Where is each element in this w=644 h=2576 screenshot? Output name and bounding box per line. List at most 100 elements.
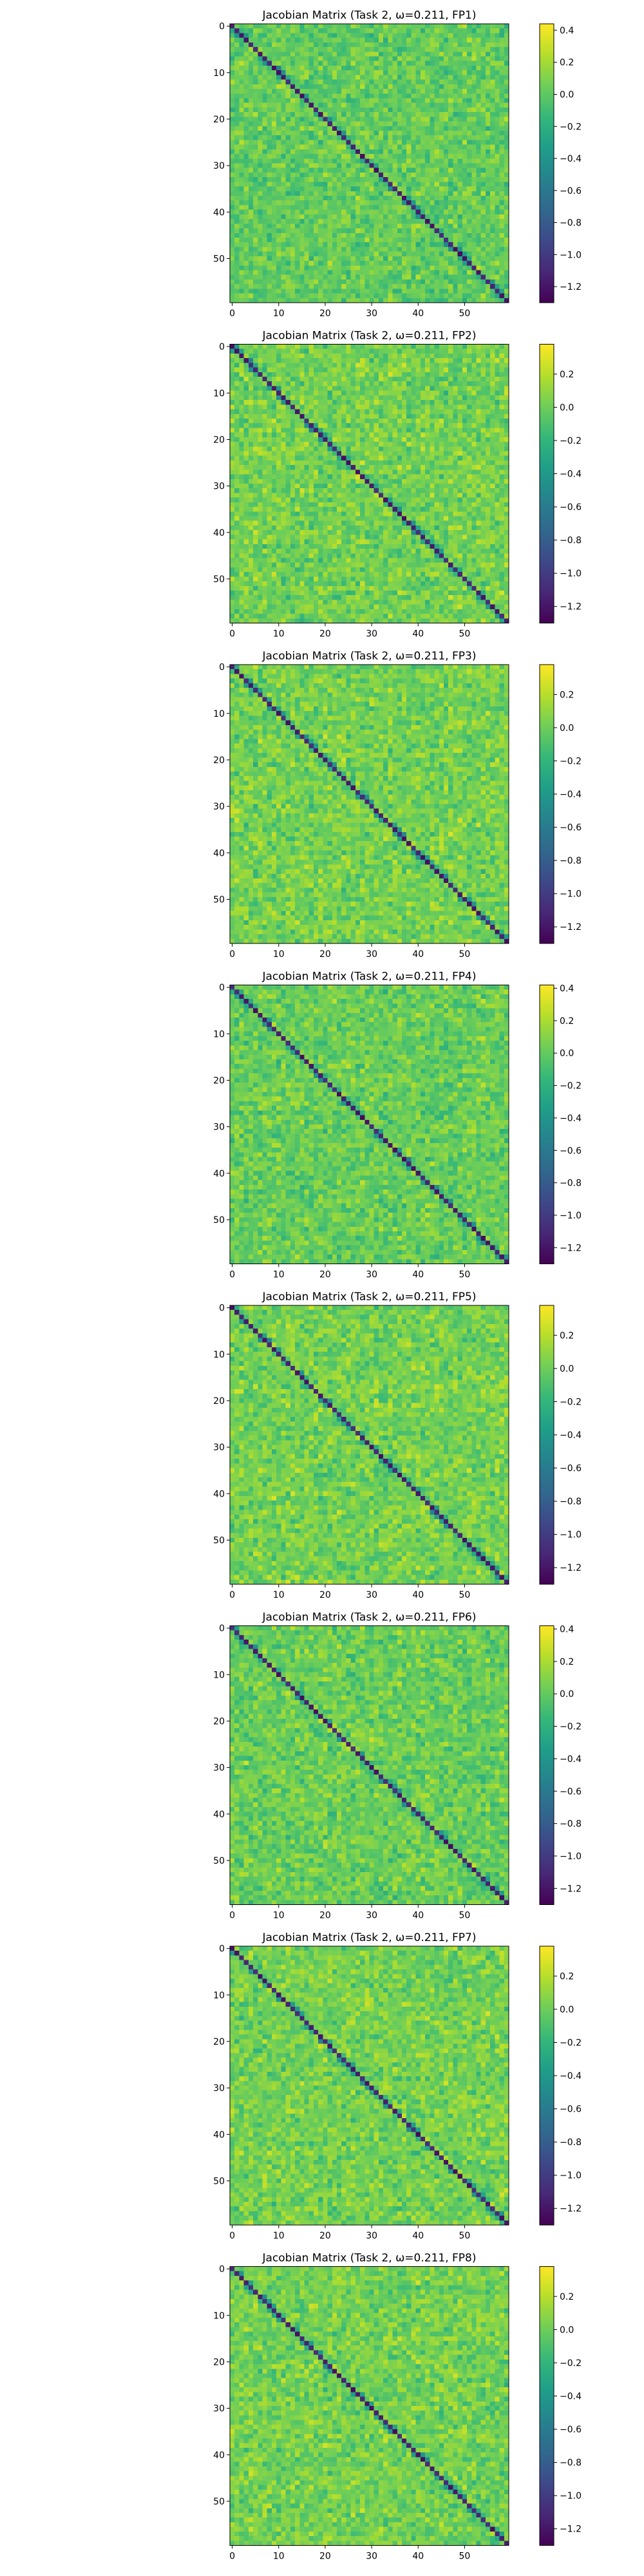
heatmap-cell <box>290 265 296 270</box>
heatmap-cell <box>230 24 235 29</box>
heatmap-cell <box>467 256 472 261</box>
heatmap-cell <box>406 24 412 29</box>
heatmap-cell <box>341 368 346 373</box>
heatmap-cell <box>253 52 258 57</box>
heatmap-cell <box>462 200 468 205</box>
heatmap-cell <box>444 43 449 48</box>
heatmap-cell <box>239 158 244 164</box>
heatmap-cell <box>295 233 300 238</box>
heatmap-cell <box>286 372 291 377</box>
heatmap-cell <box>481 279 486 285</box>
heatmap-cell <box>471 108 477 113</box>
heatmap-cell <box>481 354 486 359</box>
heatmap-cell <box>258 345 263 350</box>
heatmap-cell <box>379 164 384 169</box>
heatmap-cell <box>425 66 430 71</box>
heatmap-cell <box>435 247 440 252</box>
heatmap-cell <box>495 61 500 66</box>
heatmap-cell <box>299 377 305 382</box>
heatmap-cell <box>406 145 412 150</box>
heatmap-cell <box>263 377 268 382</box>
heatmap-cell <box>304 368 309 373</box>
heatmap-cell <box>500 145 505 150</box>
heatmap-cell <box>393 177 398 182</box>
heatmap-cell <box>244 256 249 261</box>
heatmap-cell <box>439 349 444 354</box>
heatmap-cell <box>290 256 296 261</box>
heatmap-cell <box>504 261 509 266</box>
heatmap-cell <box>388 210 393 215</box>
heatmap-cell <box>304 112 309 117</box>
heatmap-cell <box>295 89 300 94</box>
heatmap-cell <box>286 103 291 108</box>
heatmap-cell <box>504 98 509 103</box>
colorbar-tick-label: −0.6 <box>560 186 582 196</box>
heatmap-cell <box>402 256 407 261</box>
heatmap-cell <box>309 89 314 94</box>
heatmap-cell <box>444 270 449 275</box>
heatmap-cell <box>360 57 365 62</box>
heatmap-cell <box>421 158 426 164</box>
heatmap-cell <box>495 52 500 57</box>
heatmap-cell <box>453 289 458 294</box>
heatmap-cell <box>416 368 421 373</box>
heatmap-cell <box>444 66 449 71</box>
heatmap-cell <box>286 386 291 391</box>
heatmap-cell <box>263 145 268 150</box>
heatmap-cell <box>295 214 300 220</box>
heatmap-cell <box>323 223 328 229</box>
heatmap-cell <box>388 368 393 373</box>
heatmap-cell <box>416 89 421 94</box>
y-tick-label: 10 <box>213 68 225 79</box>
heatmap-cell <box>388 33 393 38</box>
heatmap-cell <box>263 126 268 131</box>
heatmap-cell <box>453 164 458 169</box>
heatmap-cell <box>309 349 314 354</box>
heatmap-cell <box>374 84 379 90</box>
heatmap-cell <box>490 168 495 173</box>
heatmap-cell <box>309 168 314 173</box>
heatmap-cell <box>360 270 365 275</box>
heatmap-cell <box>234 70 240 75</box>
heatmap-cell <box>290 238 296 243</box>
heatmap-cell <box>299 84 305 90</box>
heatmap-cell <box>290 112 296 117</box>
heatmap-cell <box>504 61 509 66</box>
heatmap-cell <box>267 377 272 382</box>
heatmap-cell <box>314 196 319 201</box>
heatmap-cell <box>365 135 370 140</box>
heatmap-cell <box>234 298 240 303</box>
heatmap-cell <box>249 122 254 127</box>
heatmap-cell <box>351 154 356 159</box>
heatmap-cell <box>351 66 356 71</box>
heatmap-cell <box>249 117 254 122</box>
heatmap-cell <box>504 103 509 108</box>
heatmap-cell <box>500 98 505 103</box>
heatmap-cell <box>481 238 486 243</box>
heatmap-cell <box>290 43 296 48</box>
heatmap-cell <box>388 47 393 52</box>
heatmap-cell <box>471 84 477 90</box>
heatmap-cell <box>267 223 272 229</box>
heatmap-cell <box>360 47 365 52</box>
heatmap-cell <box>323 164 328 169</box>
heatmap-cell <box>425 108 430 113</box>
heatmap-cell <box>462 154 468 159</box>
heatmap-cell <box>481 229 486 234</box>
heatmap-cell <box>253 210 258 215</box>
heatmap-cell <box>476 242 481 247</box>
heatmap-cell <box>430 28 435 33</box>
heatmap-cell <box>286 354 291 359</box>
heatmap-cell <box>481 294 486 299</box>
heatmap-cell <box>439 173 444 178</box>
heatmap-cell <box>402 223 407 229</box>
heatmap-cell <box>309 182 314 187</box>
heatmap-cell <box>462 219 468 224</box>
heatmap-cell <box>239 289 244 294</box>
heatmap-cell <box>286 196 291 201</box>
heatmap-cell <box>421 24 426 29</box>
heatmap-cell <box>388 122 393 127</box>
heatmap-cell <box>258 289 263 294</box>
heatmap-cell <box>272 158 277 164</box>
heatmap-cell <box>276 145 281 150</box>
